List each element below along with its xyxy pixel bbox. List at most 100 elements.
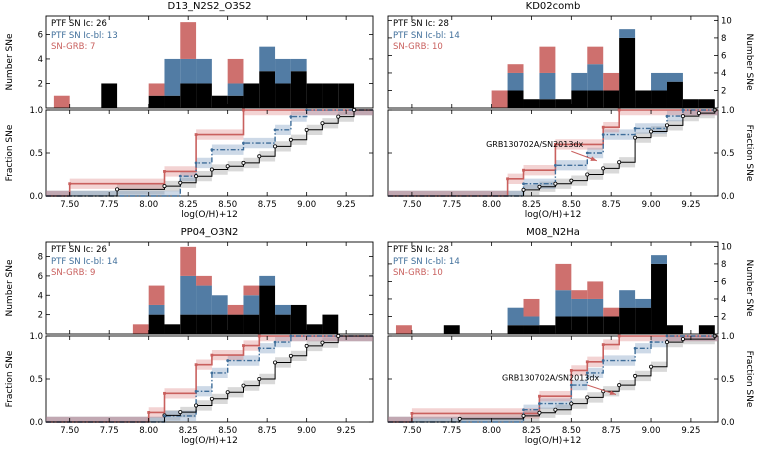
svg-text:6: 6: [38, 272, 43, 282]
svg-text:2: 2: [38, 311, 43, 321]
svg-text:8.75: 8.75: [602, 426, 621, 436]
x-axis-label: log(O/H)+12: [181, 210, 238, 220]
legend-ptf-sn-ic-bl: PTF SN Ic-bl: 14: [393, 256, 460, 267]
svg-text:4: 4: [721, 295, 726, 305]
panel-pp04-o3n2: PP04_O3N2 7.50 7.75 8.00 8.25 8.50 8.75 9.00 9.…: [0, 226, 380, 451]
legend-sn-grb: SN-GRB: 10: [393, 42, 443, 52]
legend-ptf-sn-ic-bl: PTF SN Ic-bl: 14: [51, 256, 118, 267]
legend-ptf-sn-ic: PTF SN Ic: 28: [393, 245, 449, 255]
svg-text:GRB130702A/SN2013dx: GRB130702A/SN2013dx: [502, 374, 599, 383]
hist-y-axis-label: Number SNe: [5, 259, 15, 317]
hist-y-axis-label: Number SNe: [5, 33, 15, 91]
panel-title: M08_N2Ha: [526, 227, 580, 238]
frac-y-axis-label: Fraction SNe: [744, 350, 754, 408]
svg-text:8.50: 8.50: [562, 200, 581, 210]
svg-text:9.25: 9.25: [681, 426, 700, 436]
svg-text:6: 6: [721, 51, 726, 61]
svg-text:7.75: 7.75: [442, 200, 461, 210]
svg-text:8.25: 8.25: [179, 426, 198, 436]
svg-text:8.00: 8.00: [482, 426, 501, 436]
legend-sn-grb: SN-GRB: 10: [393, 268, 443, 278]
svg-text:7.75: 7.75: [100, 200, 119, 210]
x-axis-label: log(O/H)+12: [524, 436, 582, 446]
svg-text:0.0: 0.0: [721, 418, 735, 428]
svg-text:0.5: 0.5: [721, 149, 735, 159]
panel-kd02comb: KD02comb 7.50 7.75 8.00 8.25 8.50 8.75 9.00 9.2…: [380, 0, 760, 225]
svg-text:7.50: 7.50: [402, 200, 421, 210]
chart-canvas: 7.50 7.75 8.00 8.25 8.50 8.75 9.00 9.25 2 4 6 0.0 0.…: [29, 15, 374, 210]
legend-ptf-sn-ic: PTF SN Ic: 26: [51, 245, 107, 255]
legend: PTF SN Ic: 26 PTF SN Ic-bl: 13 SN-GRB: 7: [51, 19, 118, 54]
svg-text:8.75: 8.75: [258, 426, 277, 436]
svg-text:0.5: 0.5: [29, 149, 43, 159]
svg-text:4: 4: [38, 291, 43, 301]
frac-y-axis-label: Fraction SNe: [744, 124, 754, 182]
svg-text:8: 8: [38, 253, 43, 263]
svg-text:0.0: 0.0: [721, 192, 735, 202]
legend: PTF SN Ic: 28 PTF SN Ic-bl: 14 SN-GRB: 1…: [393, 245, 460, 280]
svg-text:8: 8: [721, 34, 726, 44]
svg-text:0.5: 0.5: [721, 375, 735, 385]
svg-text:7.75: 7.75: [100, 426, 119, 436]
svg-text:6: 6: [721, 277, 726, 287]
legend-ptf-sn-ic: PTF SN Ic: 26: [51, 19, 107, 29]
svg-text:7.50: 7.50: [60, 426, 79, 436]
panel-m08-n2ha: M08_N2Ha 7.50 7.75 8.00 8.25 8.50 8.75 9.00 9.2…: [380, 226, 760, 451]
svg-text:9.25: 9.25: [337, 426, 356, 436]
svg-text:9.00: 9.00: [297, 200, 316, 210]
legend: PTF SN Ic: 26 PTF SN Ic-bl: 14 SN-GRB: 9: [51, 245, 118, 280]
panel-title: D13_N2S2_O3S2: [167, 1, 252, 12]
svg-text:8.75: 8.75: [602, 200, 621, 210]
chart-canvas: 7.50 7.75 8.00 8.25 8.50 8.75 9.00 9.25 2 4 6 8 10 0.…: [387, 15, 735, 210]
svg-text:7.75: 7.75: [442, 426, 461, 436]
frac-y-axis-label: Fraction SNe: [5, 124, 15, 182]
svg-text:8.25: 8.25: [522, 200, 541, 210]
svg-text:8.75: 8.75: [258, 200, 277, 210]
x-axis-label: log(O/H)+12: [524, 210, 582, 220]
legend-sn-grb: SN-GRB: 7: [51, 42, 96, 52]
svg-text:7.50: 7.50: [60, 200, 79, 210]
hist-y-axis-label: Number SNe: [744, 259, 754, 317]
svg-text:2: 2: [38, 79, 43, 89]
chart-canvas: 7.50 7.75 8.00 8.25 8.50 8.75 9.00 9.25 2 4 6 8 0.0 0…: [29, 241, 374, 436]
legend-ptf-sn-ic-bl: PTF SN Ic-bl: 14: [393, 30, 460, 41]
svg-text:0.0: 0.0: [29, 418, 43, 428]
svg-text:8.50: 8.50: [218, 200, 237, 210]
svg-text:1.0: 1.0: [721, 106, 735, 116]
svg-text:2: 2: [721, 312, 726, 322]
svg-text:9.00: 9.00: [297, 426, 316, 436]
svg-text:8.25: 8.25: [522, 426, 541, 436]
svg-text:1.0: 1.0: [29, 332, 43, 342]
svg-text:8.00: 8.00: [139, 200, 158, 210]
svg-text:9.00: 9.00: [642, 426, 661, 436]
svg-text:9.25: 9.25: [681, 200, 700, 210]
svg-text:8.00: 8.00: [482, 200, 501, 210]
svg-text:9.00: 9.00: [642, 200, 661, 210]
panel-d13-n2s2-o3s2: D13_N2S2_O3S2 7.50 7.75 8.00 8.25 8.50 8.75 9.…: [0, 0, 380, 225]
hist-y-axis-label: Number SNe: [744, 33, 754, 91]
svg-text:0.5: 0.5: [29, 375, 43, 385]
svg-text:6: 6: [38, 30, 43, 40]
panel-title: PP04_O3N2: [180, 227, 239, 238]
legend-ptf-sn-ic-bl: PTF SN Ic-bl: 13: [51, 30, 118, 41]
svg-text:8.50: 8.50: [218, 426, 237, 436]
svg-text:4: 4: [38, 55, 43, 65]
svg-text:1.0: 1.0: [29, 106, 43, 116]
legend: PTF SN Ic: 28 PTF SN Ic-bl: 14 SN-GRB: 1…: [393, 19, 460, 54]
svg-text:9.25: 9.25: [337, 200, 356, 210]
frac-y-axis-label: Fraction SNe: [5, 350, 15, 408]
chart-canvas: 7.50 7.75 8.00 8.25 8.50 8.75 9.00 9.25 2 4 6 8 10 0.…: [387, 241, 735, 436]
svg-text:GRB130702A/SN2013dx: GRB130702A/SN2013dx: [486, 140, 583, 149]
svg-text:10: 10: [721, 242, 732, 252]
svg-text:8: 8: [721, 260, 726, 270]
panel-title: KD02comb: [525, 1, 581, 12]
x-axis-label: log(O/H)+12: [181, 436, 238, 446]
svg-text:8.00: 8.00: [139, 426, 158, 436]
svg-text:0.0: 0.0: [29, 192, 43, 202]
legend-ptf-sn-ic: PTF SN Ic: 28: [393, 19, 449, 29]
svg-text:4: 4: [721, 69, 726, 79]
svg-text:2: 2: [721, 86, 726, 96]
svg-text:10: 10: [721, 16, 732, 26]
svg-text:8.50: 8.50: [562, 426, 581, 436]
